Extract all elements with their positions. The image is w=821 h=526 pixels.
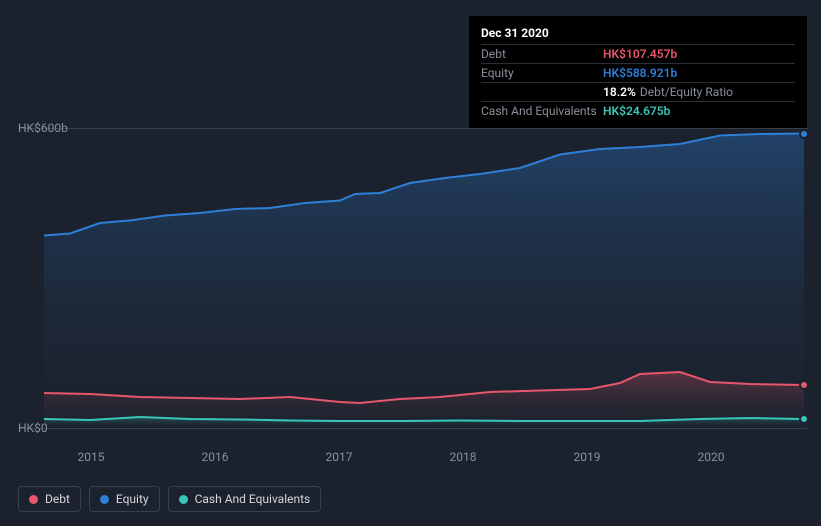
x-axis-label: 2017 xyxy=(326,450,353,464)
series-end-dot xyxy=(799,129,809,139)
tooltip-row-suffix: Debt/Equity Ratio xyxy=(640,85,733,99)
legend-dot-icon xyxy=(100,495,109,504)
legend-dot-icon xyxy=(29,495,38,504)
y-axis-label: HK$600b xyxy=(18,121,68,135)
tooltip-row: DebtHK$107.457b xyxy=(481,44,795,63)
tooltip-row-label: Debt xyxy=(481,47,603,61)
legend-item-equity[interactable]: Equity xyxy=(89,486,160,512)
x-axis-label: 2015 xyxy=(78,450,105,464)
series-end-dot xyxy=(799,380,809,390)
legend-item-label: Cash And Equivalents xyxy=(195,492,311,506)
legend-item-cash-and-equivalents[interactable]: Cash And Equivalents xyxy=(168,486,322,512)
legend-item-debt[interactable]: Debt xyxy=(18,486,81,512)
tooltip-row: 18.2% Debt/Equity Ratio xyxy=(481,82,795,101)
chart-legend: Debt Equity Cash And Equivalents xyxy=(18,486,321,512)
tooltip-row-label xyxy=(481,85,603,99)
tooltip-row-value: 18.2% xyxy=(603,85,636,99)
gridline xyxy=(18,128,808,129)
x-axis-label: 2019 xyxy=(574,450,601,464)
legend-dot-icon xyxy=(179,495,188,504)
x-axis-label: 2018 xyxy=(450,450,477,464)
series-end-dot xyxy=(799,414,809,424)
tooltip-row-label: Cash And Equivalents xyxy=(481,104,603,118)
tooltip-row-value: HK$24.675b xyxy=(603,104,670,118)
tooltip-row-value: HK$107.457b xyxy=(603,47,677,61)
chart-tooltip: Dec 31 2020 DebtHK$107.457bEquityHK$588.… xyxy=(469,16,807,128)
tooltip-row: EquityHK$588.921b xyxy=(481,63,795,82)
debt-equity-chart: HK$0 HK$600b 2015 2016 2017 2018 2019 2020 Dec… xyxy=(0,0,821,526)
tooltip-row: Cash And EquivalentsHK$24.675b xyxy=(481,101,795,120)
gridline xyxy=(18,428,808,429)
legend-item-label: Debt xyxy=(45,492,70,506)
y-axis-label: HK$0 xyxy=(18,421,48,435)
tooltip-row-label: Equity xyxy=(481,66,603,80)
legend-item-label: Equity xyxy=(116,492,149,506)
x-axis-label: 2016 xyxy=(202,450,229,464)
x-axis-label: 2020 xyxy=(698,450,725,464)
tooltip-date: Dec 31 2020 xyxy=(481,24,795,44)
tooltip-row-value: HK$588.921b xyxy=(603,66,677,80)
